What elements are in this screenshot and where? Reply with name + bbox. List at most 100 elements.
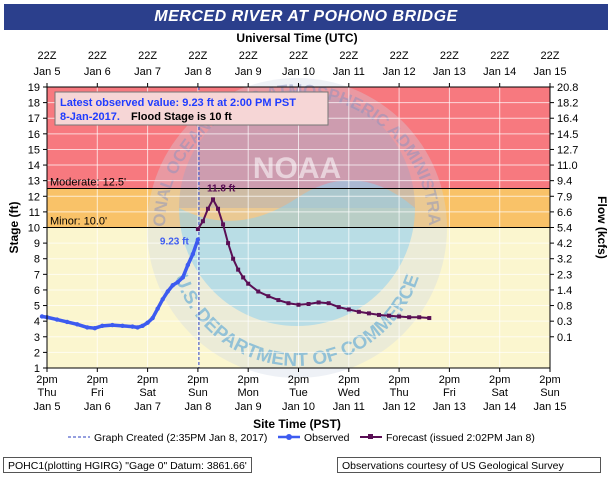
x-bottom-tick-weekday: Sat — [491, 387, 508, 399]
x-top-tick-date: Jan 6 — [84, 66, 111, 78]
forecast-point — [200, 219, 205, 224]
y2-tick-label: 9.4 — [557, 176, 572, 188]
moderate-stage-label: Moderate: 12.5' — [50, 176, 126, 188]
x-top-tick-date: Jan 15 — [533, 66, 566, 78]
x-bottom-tick-date: Jan 9 — [235, 401, 262, 413]
y-tick-label: 8 — [34, 254, 40, 266]
forecast-point — [387, 313, 392, 318]
forecast-point — [427, 316, 432, 321]
x-bottom-tick-date: Jan 5 — [34, 401, 61, 413]
x-bottom-tick-time: 2pm — [439, 374, 460, 386]
x-top-tick-time: 22Z — [490, 50, 509, 62]
y-tick-label: 16 — [28, 129, 40, 141]
observed-point — [92, 325, 97, 331]
info-box-line2-date: 8-Jan-2017. — [60, 111, 120, 123]
y-tick-label: 9 — [34, 238, 40, 250]
x-bottom-tick-time: 2pm — [36, 374, 57, 386]
x-top-tick-date: Jan 10 — [282, 66, 315, 78]
observed-point — [100, 323, 105, 329]
forecast-point — [226, 241, 231, 246]
x-bottom-tick-date: Jan 8 — [184, 401, 211, 413]
x-top-tick-time: 22Z — [38, 50, 57, 62]
chart-title: MERCED RIVER AT POHONO BRIDGE — [4, 4, 608, 30]
y2-tick-label: 14.5 — [557, 129, 578, 141]
y2-tick-label: 4.2 — [557, 238, 572, 250]
observed-point — [155, 306, 160, 311]
x-top-tick-time: 22Z — [339, 50, 358, 62]
y-tick-label: 3 — [34, 332, 40, 344]
y2-tick-label: 7.9 — [557, 191, 572, 203]
y-tick-label: 2 — [34, 347, 40, 359]
footer-datum: POHC1(plotting HGIRG) "Gage 0" Datum: 38… — [3, 457, 252, 473]
y-tick-label: 10 — [28, 223, 40, 235]
x-top-tick-date: Jan 9 — [235, 66, 262, 78]
x-bottom-tick-date: Jan 14 — [483, 401, 516, 413]
y2-axis-title: Flow (kcfs) — [595, 196, 609, 259]
y2-tick-label: 16.4 — [557, 113, 578, 125]
y-tick-label: 7 — [34, 269, 40, 281]
watermark-center-text: NOAA — [253, 152, 341, 185]
x-bottom-tick-date: Jan 15 — [533, 401, 566, 413]
x-bottom-tick-weekday: Fri — [91, 387, 104, 399]
y-tick-label: 12 — [28, 191, 40, 203]
forecast-point — [231, 256, 236, 261]
observed-point — [85, 325, 90, 330]
x-bottom-tick-date: Jan 6 — [84, 401, 111, 413]
observed-point — [160, 297, 165, 302]
y2-tick-label: 0.8 — [557, 301, 572, 313]
observed-point — [145, 320, 150, 325]
legend-forecast-marker — [368, 434, 373, 439]
observed-point — [64, 319, 70, 325]
forecast-point — [236, 267, 241, 272]
x-bottom-tick-date: Jan 11 — [333, 401, 365, 413]
series-group — [39, 197, 432, 331]
y-tick-label: 5 — [34, 301, 40, 313]
y-tick-label: 4 — [34, 316, 40, 328]
y2-tick-label: 3.2 — [557, 254, 572, 266]
forecast-point — [336, 305, 341, 310]
top-axis-title: Universal Time (UTC) — [236, 31, 357, 45]
forecast-point — [266, 294, 271, 299]
legend-created-label: Graph Created (2:35PM Jan 8, 2017) — [94, 432, 267, 444]
x-top-tick-time: 22Z — [390, 50, 409, 62]
observed-point — [195, 237, 201, 242]
observed-point — [135, 325, 140, 330]
observed-point — [170, 283, 175, 288]
forecast-point — [246, 281, 251, 286]
x-top-tick-time: 22Z — [188, 50, 207, 62]
observed-point — [150, 315, 155, 321]
y2-tick-label: 20.8 — [557, 82, 578, 94]
x-bottom-tick-time: 2pm — [388, 374, 409, 386]
forecast-point — [286, 301, 291, 306]
y-tick-label: 6 — [34, 285, 40, 297]
y2-tick-label: 12.7 — [557, 144, 578, 156]
x-bottom-tick-weekday: Tue — [289, 387, 308, 399]
minor-stage-label: Minor: 10.0' — [50, 216, 107, 228]
y-tick-label: 13 — [28, 176, 40, 188]
forecast-point — [221, 222, 226, 227]
x-bottom-tick-date: Jan 13 — [433, 401, 466, 413]
y-tick-label: 11 — [29, 207, 40, 219]
x-top-tick-date: Jan 13 — [433, 66, 466, 78]
x-bottom-tick-time: 2pm — [338, 374, 359, 386]
x-bottom-tick-time: 2pm — [137, 374, 158, 386]
observed-point — [130, 324, 135, 329]
forecast-point — [376, 312, 381, 317]
x-bottom-tick-time: 2pm — [539, 374, 560, 386]
x-bottom-tick-date: Jan 10 — [282, 401, 315, 413]
observed-point — [110, 322, 115, 328]
legend: Graph Created (2:35PM Jan 8, 2017) Observ… — [68, 432, 535, 444]
x-bottom-tick-weekday: Sun — [188, 387, 208, 399]
footer-credit: Observations courtesy of US Geological S… — [337, 457, 601, 473]
x-top-tick-time: 22Z — [440, 50, 459, 62]
x-top-tick-date: Jan 14 — [483, 66, 516, 78]
y-tick-label: 14 — [28, 160, 40, 172]
info-box-frame — [54, 91, 329, 126]
x-bottom-tick-weekday: Sat — [139, 387, 156, 399]
x-bottom-tick-time: 2pm — [489, 374, 510, 386]
forecast-point — [417, 315, 422, 320]
observed-point — [140, 323, 145, 329]
y2-tick-label: 6.6 — [557, 207, 572, 219]
